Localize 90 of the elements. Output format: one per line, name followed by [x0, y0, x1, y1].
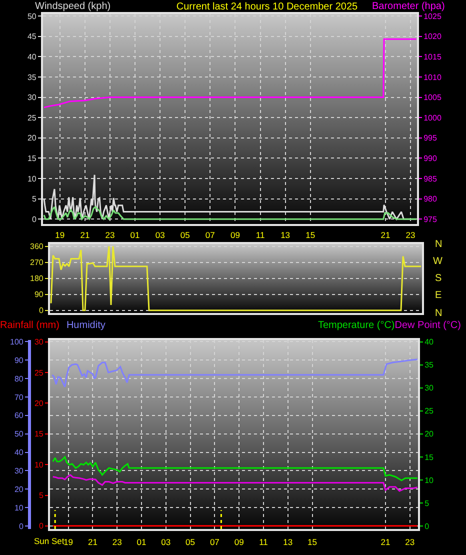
y3-tick-label: 15: [424, 452, 434, 462]
y3-tick-label: 30: [424, 384, 434, 393]
y-tick-label: 270: [30, 258, 44, 268]
x-tick-label: 07: [205, 230, 216, 240]
x-tick-label: 23: [112, 537, 122, 548]
x-tick-label: 09: [234, 537, 244, 548]
y3-tick-label: 40: [424, 338, 434, 347]
y2-tick-label: 985: [424, 174, 438, 184]
y-tick-label: 5: [32, 194, 37, 204]
x-tick-label: 13: [280, 230, 290, 240]
text: N: [435, 308, 442, 319]
y-axis-title: Windspeed (kph): [35, 1, 111, 12]
text: Dew Point (°C): [394, 320, 461, 331]
y-tick-label: 25: [27, 113, 37, 122]
y2-tick-label: 1020: [424, 32, 442, 42]
line-series: [52, 474, 418, 492]
x-tick-label: 21: [380, 230, 390, 240]
x-tick-label: 23: [105, 230, 115, 240]
x-tick-label: 23: [405, 537, 415, 548]
x-tick-label: 01: [136, 537, 146, 548]
text: Humidity: [66, 320, 106, 331]
y3-tick-label: 20: [424, 430, 434, 439]
y2-tick-label: 1025: [424, 12, 442, 21]
y-tick-label: 15: [27, 154, 37, 163]
x-tick-label: 09: [230, 230, 240, 240]
y-tick-label: 30: [14, 466, 24, 476]
x-tick-label: 15: [308, 537, 318, 548]
y-tick-label: 35: [27, 72, 37, 82]
x-tick-label: 21: [380, 537, 390, 548]
y-tick-label: 45: [27, 32, 37, 42]
y-tick-label: 90: [34, 290, 44, 300]
y-tick-label: 0: [32, 214, 37, 224]
text: S: [435, 273, 442, 284]
text: N: [435, 239, 442, 250]
y-tick-label: 180: [30, 274, 44, 284]
x-tick-label: 01: [130, 230, 140, 240]
y-tick-label: 10: [14, 503, 24, 512]
x-tick-label: 11: [256, 230, 265, 240]
y3-tick-label: 5: [424, 498, 430, 508]
y2-tick-label: 1000: [424, 113, 442, 122]
x-tick-label: 23: [406, 230, 416, 240]
y2-tick-label: 975: [424, 214, 438, 224]
y-tick-label: 60: [14, 411, 24, 420]
x-tick-label: 21: [80, 230, 90, 240]
ref-line-label: Sun Set: [34, 536, 65, 546]
x-tick-label: 19: [55, 230, 65, 240]
y-tick-label: 0: [38, 306, 44, 316]
x-tick-label: 21: [88, 537, 98, 548]
y-tick-label: 40: [27, 52, 37, 62]
y3-tick-label: 25: [424, 406, 434, 416]
y2-tick-label: 990: [424, 154, 438, 163]
line-series: [43, 206, 417, 220]
y-tick-label: 40: [14, 448, 24, 458]
y-tick-label: 10: [27, 174, 37, 184]
y-tick-label: 100: [10, 337, 24, 346]
y-tick-label: 50: [14, 430, 24, 439]
y2-tick-label: 1005: [424, 93, 442, 102]
y-tick-label: 30: [27, 93, 37, 102]
y2-tick-label: 1015: [424, 52, 442, 62]
text: W: [433, 256, 443, 267]
y3-tick-label: 0: [424, 522, 430, 531]
x-tick-label: 07: [210, 537, 220, 548]
text: Temperature (°C): [318, 320, 395, 331]
y-tick-label: 0: [18, 522, 24, 531]
y3-tick-label: 10: [424, 476, 434, 485]
y-tick-label: 80: [14, 374, 24, 384]
text: E: [435, 290, 442, 301]
x-tick-label: 13: [283, 537, 293, 548]
x-tick-label: 11: [259, 537, 268, 548]
x-tick-label: 05: [180, 230, 190, 240]
x-tick-label: 19: [64, 537, 74, 548]
y2-tick-label: 980: [424, 194, 438, 204]
y3-tick-label: 35: [424, 360, 434, 370]
x-tick-label: 03: [155, 230, 166, 240]
text: Rainfall (mm): [0, 320, 60, 331]
x-tick-label: 03: [161, 537, 171, 548]
y-tick-label: 90: [14, 356, 24, 365]
y2-tick-label: 995: [424, 134, 438, 143]
line-series: [51, 358, 418, 388]
y-tick-label: 70: [14, 392, 24, 402]
x-tick-label: 05: [186, 537, 196, 548]
y-tick-label: 20: [27, 134, 37, 143]
line-series: [43, 38, 417, 108]
y2-tick-label: 1010: [424, 72, 442, 82]
y-tick-label: 20: [14, 484, 24, 494]
y-tick-label: 50: [27, 12, 37, 21]
y-tick-label: 360: [30, 242, 44, 252]
x-tick-label: 15: [306, 230, 316, 240]
chart-title: Current last 24 hours 10 December 2025: [176, 2, 358, 12]
y2-axis-title: Barometer (hpa): [372, 1, 445, 12]
